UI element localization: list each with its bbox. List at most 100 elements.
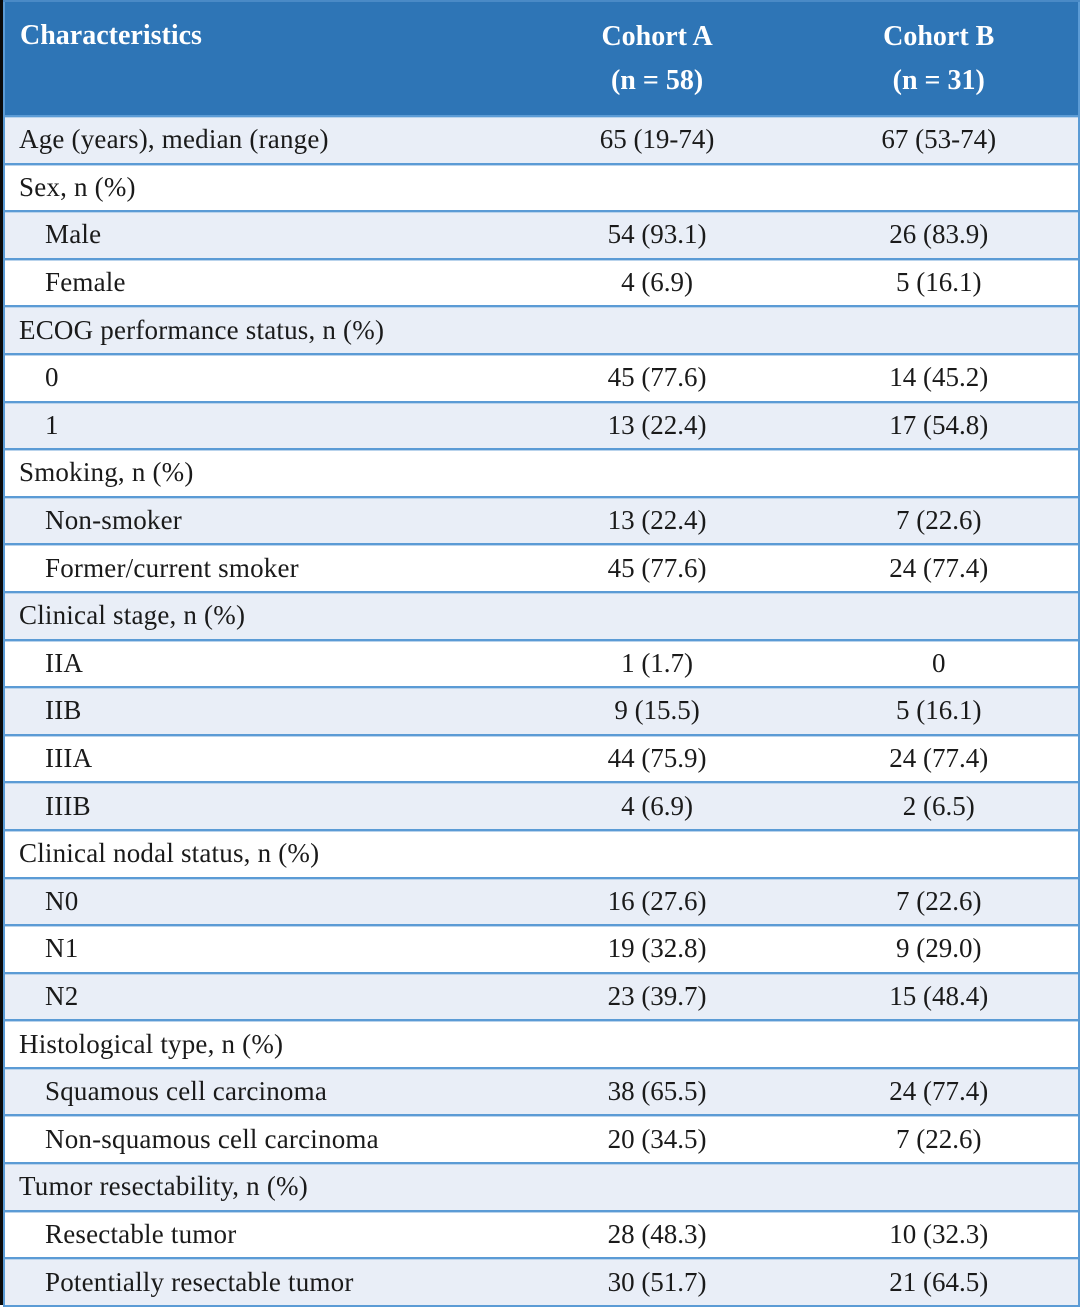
cohort-a-value <box>514 828 800 878</box>
cohort-b-value: 67 (53-74) <box>799 115 1079 164</box>
header-cohort-b-n: (n = 31) <box>892 64 985 96</box>
table-row-category: Clinical stage, n (%) <box>4 590 1079 640</box>
header-characteristics: Characteristics <box>4 0 515 117</box>
cohort-a-value: 23 (39.7) <box>514 971 800 1021</box>
cohort-b-value: 15 (48.4) <box>799 971 1079 1021</box>
cohort-a-value: 54 (93.1) <box>514 210 800 259</box>
cohort-a-value: 19 (32.8) <box>514 924 800 973</box>
row-label: N1 <box>4 924 515 973</box>
row-label: 0 <box>4 352 515 402</box>
table-row: Non-squamous cell carcinoma 20 (34.5) 7 … <box>4 1114 1079 1164</box>
row-label: Sex, n (%) <box>4 162 515 212</box>
row-label: 1 <box>4 400 515 450</box>
cohort-b-value <box>799 828 1079 878</box>
table-row: Resectable tumor 28 (48.3) 10 (32.3) <box>4 1209 1079 1259</box>
cohort-a-value: 45 (77.6) <box>514 543 800 592</box>
cohort-a-value: 1 (1.7) <box>514 638 800 688</box>
table-row-category: Sex, n (%) <box>4 162 1079 212</box>
row-label: Histological type, n (%) <box>4 1019 515 1068</box>
row-label: Potentially resectable tumor <box>4 1257 515 1306</box>
table-row: IIIA 44 (75.9) 24 (77.4) <box>4 733 1079 783</box>
cohort-a-value: 9 (15.5) <box>514 686 800 735</box>
header-cohort-a: Cohort A (n = 58) <box>514 0 800 117</box>
row-label: N2 <box>4 971 515 1021</box>
row-label: Squamous cell carcinoma <box>4 1066 515 1116</box>
cohort-b-value: 7 (22.6) <box>799 876 1079 926</box>
table-row: N1 19 (32.8) 9 (29.0) <box>4 924 1079 973</box>
cohort-b-value <box>799 590 1079 640</box>
row-label: Non-squamous cell carcinoma <box>4 1114 515 1164</box>
cohort-a-value: 30 (51.7) <box>514 1257 800 1306</box>
table-header: Characteristics Cohort A (n = 58) Cohort… <box>4 0 1079 117</box>
cohort-b-value: 5 (16.1) <box>799 686 1079 735</box>
cohort-b-value <box>799 1162 1079 1211</box>
table-row-category: Histological type, n (%) <box>4 1019 1079 1068</box>
cohort-a-value: 28 (48.3) <box>514 1209 800 1259</box>
table-row: Male 54 (93.1) 26 (83.9) <box>4 210 1079 259</box>
row-label: Resectable tumor <box>4 1209 515 1259</box>
cohort-b-value: 21 (64.5) <box>799 1257 1079 1306</box>
row-label: IIA <box>4 638 515 688</box>
header-cohort-a-n: (n = 58) <box>610 64 704 96</box>
cohort-b-value: 24 (77.4) <box>799 543 1079 592</box>
table-row: IIA 1 (1.7) 0 <box>4 638 1079 688</box>
cohort-a-value <box>514 1162 800 1211</box>
cohort-a-value <box>514 448 800 497</box>
table-row: N0 16 (27.6) 7 (22.6) <box>4 876 1079 926</box>
table-row: N2 23 (39.7) 15 (48.4) <box>4 971 1079 1021</box>
row-label: Non-smoker <box>4 495 515 545</box>
row-label: N0 <box>4 876 515 926</box>
row-label: Smoking, n (%) <box>4 448 515 497</box>
row-label: Clinical stage, n (%) <box>4 590 515 640</box>
cohort-a-value: 65 (19-74) <box>514 115 800 164</box>
cohort-a-value: 4 (6.9) <box>514 257 800 307</box>
cohort-b-value: 0 <box>799 638 1079 688</box>
table-row: IIIB 4 (6.9) 2 (6.5) <box>4 781 1079 830</box>
cohort-a-value: 44 (75.9) <box>514 733 800 783</box>
table-row: 1 13 (22.4) 17 (54.8) <box>4 400 1079 450</box>
cohort-a-value: 13 (22.4) <box>514 400 800 450</box>
cohort-b-value: 14 (45.2) <box>799 352 1079 402</box>
cohort-a-value <box>514 1019 800 1068</box>
cohort-b-value: 10 (32.3) <box>799 1209 1079 1259</box>
cohort-b-value: 7 (22.6) <box>799 1114 1079 1164</box>
table-row: Former/current smoker 45 (77.6) 24 (77.4… <box>4 543 1079 592</box>
table-row: Squamous cell carcinoma 38 (65.5) 24 (77… <box>4 1066 1079 1116</box>
row-label: Age (years), median (range) <box>4 115 515 164</box>
cohort-a-value: 38 (65.5) <box>514 1066 800 1116</box>
cohort-b-value: 7 (22.6) <box>799 495 1079 545</box>
table-row-category: Tumor resectability, n (%) <box>4 1162 1079 1211</box>
cohort-b-value: 24 (77.4) <box>799 1066 1079 1116</box>
table-row: Age (years), median (range) 65 (19-74) 6… <box>4 115 1079 164</box>
cohort-a-value: 20 (34.5) <box>514 1114 800 1164</box>
row-label: Male <box>4 210 515 259</box>
table-row-category: Clinical nodal status, n (%) <box>4 828 1079 878</box>
cohort-b-value: 17 (54.8) <box>799 400 1079 450</box>
table-row-category: ECOG performance status, n (%) <box>4 305 1079 354</box>
table-row-category: Smoking, n (%) <box>4 448 1079 497</box>
row-label: Female <box>4 257 515 307</box>
row-label: Clinical nodal status, n (%) <box>4 828 515 878</box>
table-row: IIB 9 (15.5) 5 (16.1) <box>4 686 1079 735</box>
cohort-a-value: 4 (6.9) <box>514 781 800 830</box>
cohort-a-value <box>514 305 800 354</box>
row-label: IIIB <box>4 781 515 830</box>
cohort-b-value <box>799 1019 1079 1068</box>
table-body: Age (years), median (range) 65 (19-74) 6… <box>4 115 1079 1306</box>
cohort-b-value: 2 (6.5) <box>799 781 1079 830</box>
cohort-a-value <box>514 590 800 640</box>
row-label: Tumor resectability, n (%) <box>4 1162 515 1211</box>
table-row: Non-smoker 13 (22.4) 7 (22.6) <box>4 495 1079 545</box>
cohort-b-value: 24 (77.4) <box>799 733 1079 783</box>
cohort-b-value: 26 (83.9) <box>799 210 1079 259</box>
characteristics-table: Characteristics Cohort A (n = 58) Cohort… <box>3 0 1080 1307</box>
header-row: Characteristics Cohort A (n = 58) Cohort… <box>4 0 1079 117</box>
cohort-b-value <box>799 305 1079 354</box>
table-row: Potentially resectable tumor 30 (51.7) 2… <box>4 1257 1079 1306</box>
cohort-b-value: 5 (16.1) <box>799 257 1079 307</box>
row-label: Former/current smoker <box>4 543 515 592</box>
table-row: 0 45 (77.6) 14 (45.2) <box>4 352 1079 402</box>
header-cohort-b: Cohort B (n = 31) <box>799 0 1079 117</box>
cohort-a-value <box>514 162 800 212</box>
